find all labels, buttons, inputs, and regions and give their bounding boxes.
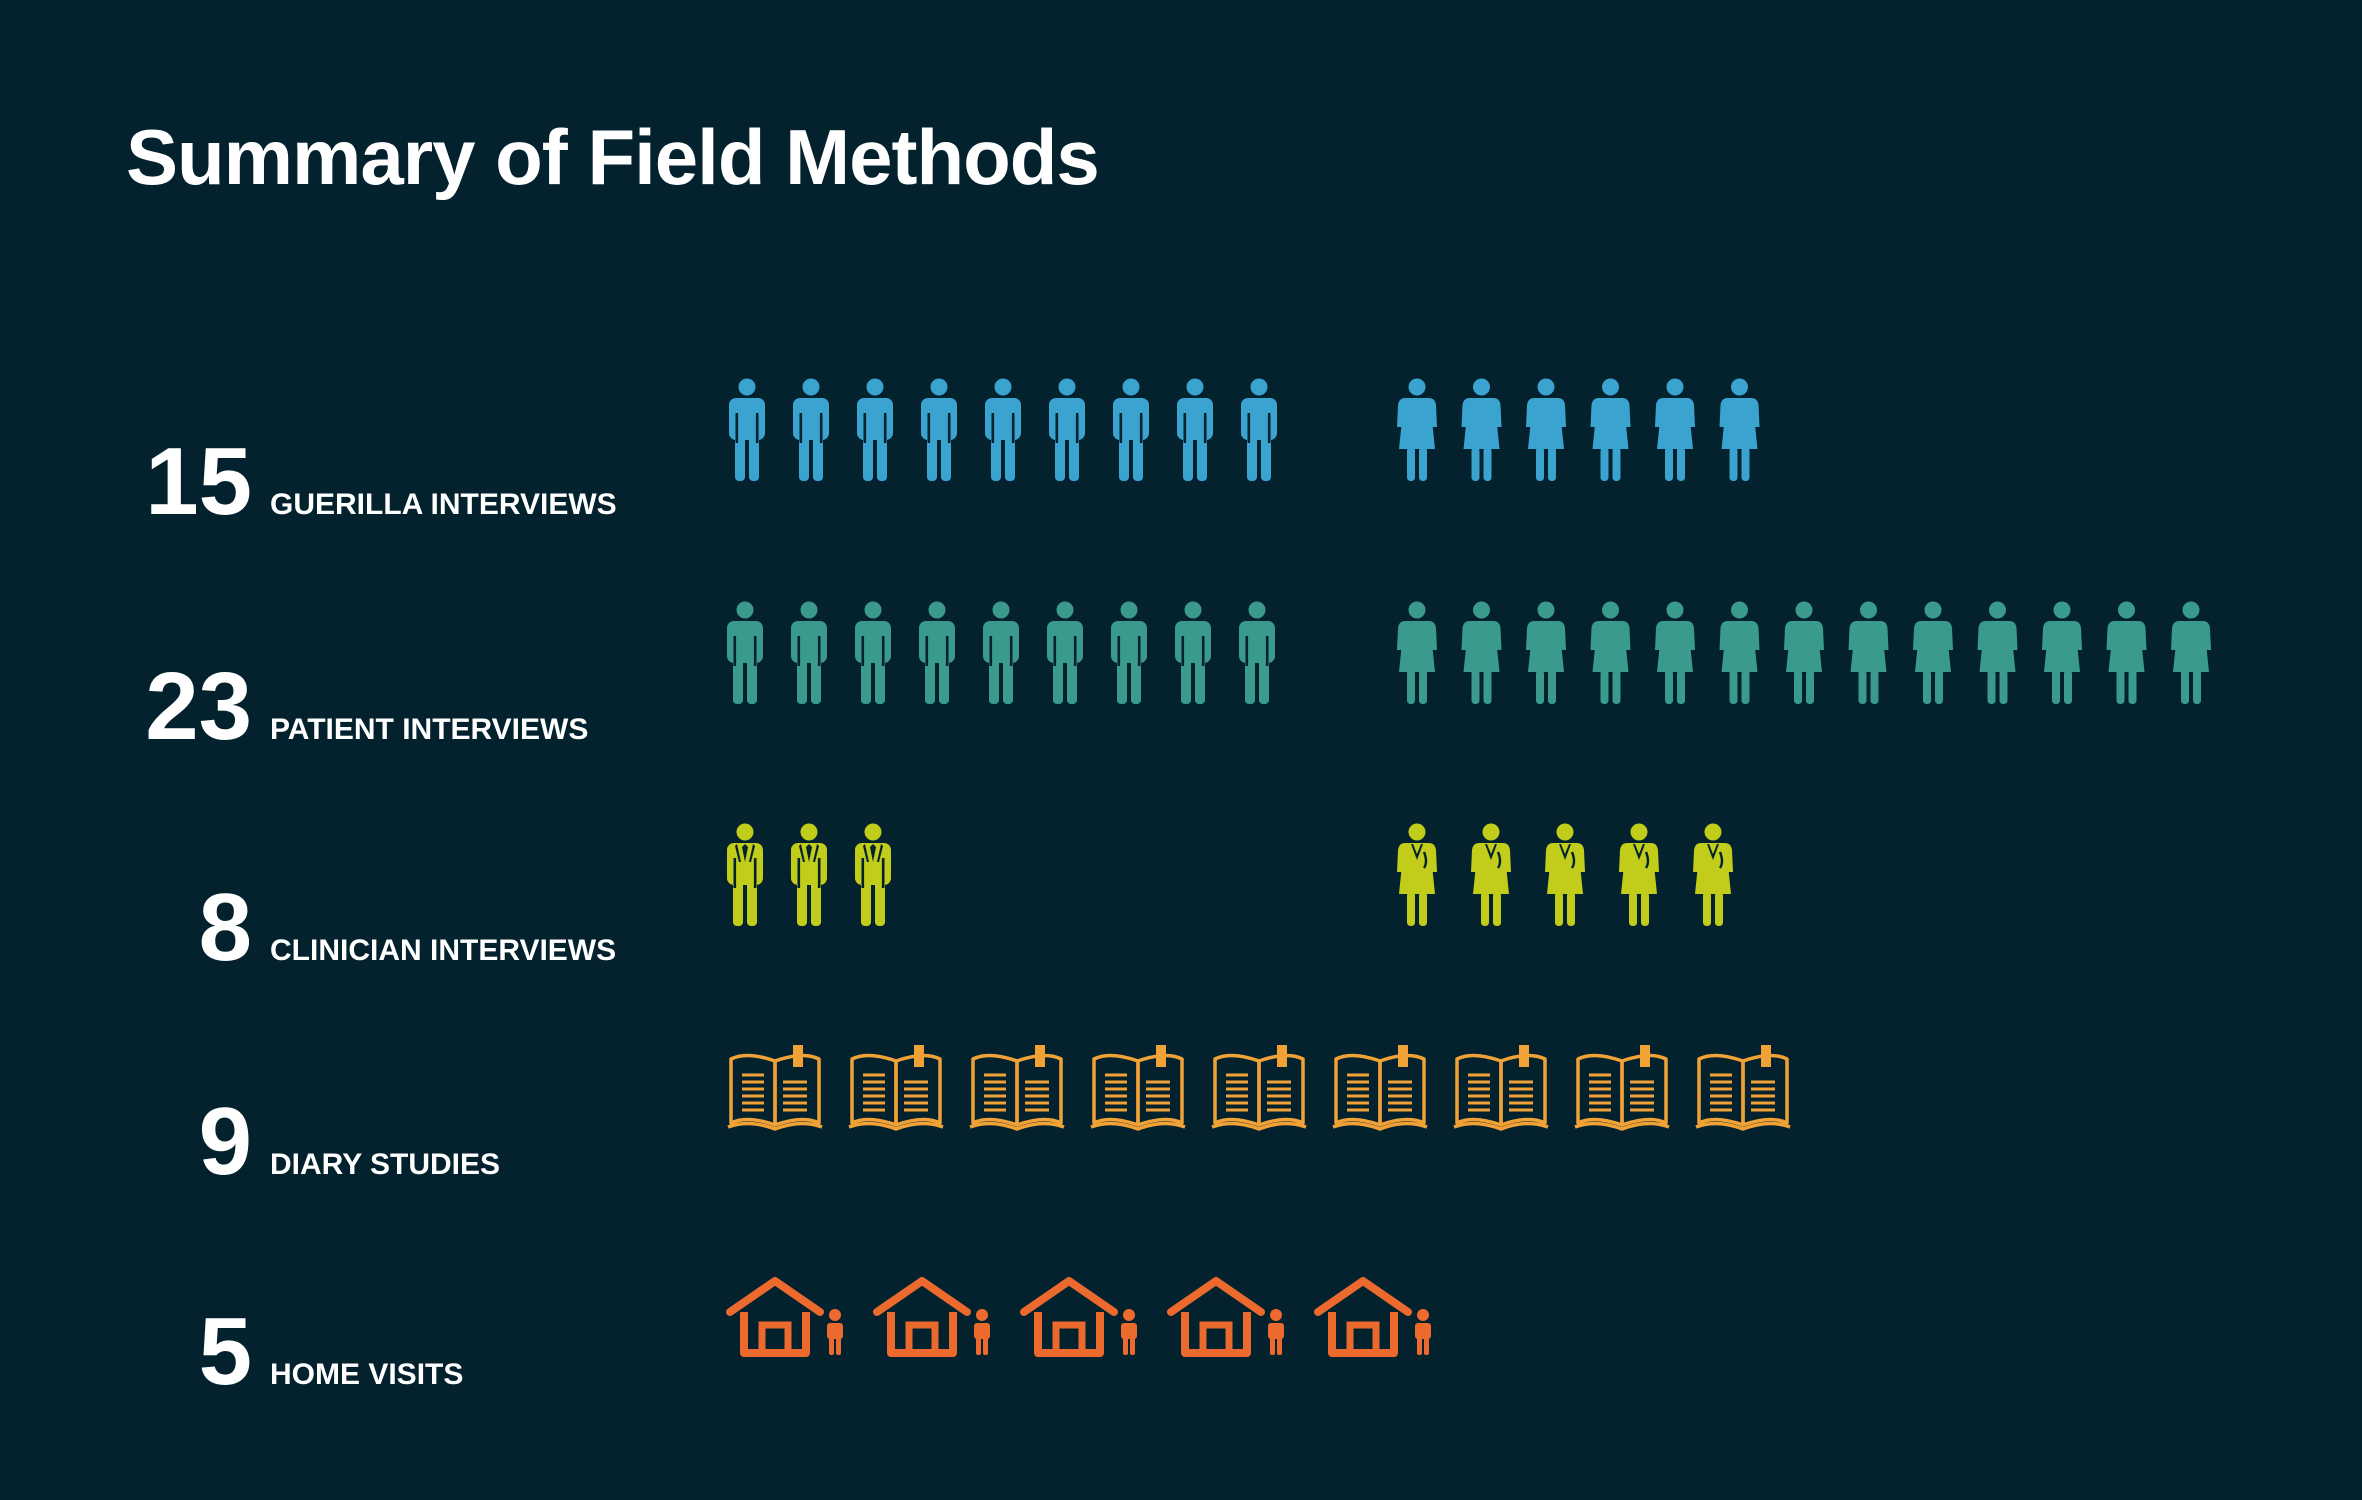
- male-person-icon: [1049, 378, 1085, 481]
- home-visit-icon: [1020, 1277, 1137, 1357]
- male-clinician-icon: [791, 823, 827, 926]
- diary-icon: [1695, 1045, 1791, 1131]
- female-person-icon: [1590, 378, 1631, 481]
- female-clinician-icon: [1545, 823, 1585, 926]
- row-home-visits: 5 HOME VISITS: [199, 1277, 1431, 1405]
- male-person-icon: [985, 378, 1021, 481]
- male-person-icon: [1175, 601, 1211, 704]
- chart-title: Summary of Field Methods: [126, 113, 1100, 201]
- row-count: 9: [199, 1088, 252, 1195]
- row-clinician-interviews: 8 CLINICIAN INTERVIEWS: [199, 823, 1733, 981]
- male-person-icon: [983, 601, 1019, 704]
- female-clinician-icon: [1397, 823, 1437, 926]
- female-clinician-icon: [1693, 823, 1733, 926]
- male-person-icon: [1177, 378, 1213, 481]
- row-label: HOME VISITS: [270, 1358, 463, 1391]
- male-person-icon: [791, 601, 827, 704]
- diary-icon: [1453, 1045, 1549, 1131]
- female-person-icon: [1655, 378, 1695, 481]
- female-person-icon: [1719, 378, 1760, 481]
- row-label: DIARY STUDIES: [270, 1148, 500, 1181]
- female-person-icon: [1397, 601, 1437, 704]
- home-visit-icon: [726, 1277, 843, 1357]
- home-visit-icon: [873, 1277, 990, 1357]
- row-label: PATIENT INTERVIEWS: [270, 713, 588, 746]
- female-person-icon: [1461, 601, 1502, 704]
- male-person-icon: [1047, 601, 1083, 704]
- female-person-icon: [2171, 601, 2211, 704]
- row-label: CLINICIAN INTERVIEWS: [270, 934, 616, 967]
- female-person-icon: [1526, 378, 1566, 481]
- male-person-icon: [855, 601, 891, 704]
- home-visit-icon: [1167, 1277, 1284, 1357]
- male-person-icon: [1241, 378, 1277, 481]
- female-person-icon: [1655, 601, 1695, 704]
- male-person-icon: [1113, 378, 1149, 481]
- diary-icon: [727, 1045, 823, 1131]
- female-person-icon: [1590, 601, 1631, 704]
- row-guerilla-interviews: 15 GUERILLA INTERVIEWS: [145, 378, 1760, 535]
- female-person-icon: [1913, 601, 1953, 704]
- row-count: 8: [199, 874, 252, 981]
- female-person-icon: [1784, 601, 1824, 704]
- female-person-icon: [2042, 601, 2082, 704]
- female-person-icon: [1848, 601, 1889, 704]
- female-person-icon: [1526, 601, 1566, 704]
- male-person-icon: [1111, 601, 1147, 704]
- male-person-icon: [921, 378, 957, 481]
- diary-icon: [969, 1045, 1065, 1131]
- female-person-icon: [1397, 378, 1437, 481]
- diary-icon: [1090, 1045, 1186, 1131]
- male-person-icon: [919, 601, 955, 704]
- row-diary-studies: 9 DIARY STUDIES: [199, 1045, 1791, 1195]
- row-count: 15: [145, 428, 252, 535]
- diary-icon: [1332, 1045, 1428, 1131]
- row-label: GUERILLA INTERVIEWS: [270, 488, 617, 521]
- row-patient-interviews: 23 PATIENT INTERVIEWS: [145, 601, 2211, 760]
- female-clinician-icon: [1619, 823, 1659, 926]
- male-person-icon: [793, 378, 829, 481]
- female-clinician-icon: [1471, 823, 1511, 926]
- diary-icon: [1574, 1045, 1670, 1131]
- diary-icon: [848, 1045, 944, 1131]
- diary-icon: [1211, 1045, 1307, 1131]
- female-person-icon: [1977, 601, 2018, 704]
- home-visit-icon: [1314, 1277, 1431, 1357]
- male-clinician-icon: [855, 823, 891, 926]
- male-person-icon: [727, 601, 763, 704]
- male-clinician-icon: [727, 823, 763, 926]
- female-person-icon: [1719, 601, 1760, 704]
- row-count: 23: [145, 653, 252, 760]
- female-person-icon: [2106, 601, 2147, 704]
- male-person-icon: [857, 378, 893, 481]
- row-count: 5: [199, 1298, 252, 1405]
- male-person-icon: [1239, 601, 1275, 704]
- male-person-icon: [729, 378, 765, 481]
- female-person-icon: [1461, 378, 1502, 481]
